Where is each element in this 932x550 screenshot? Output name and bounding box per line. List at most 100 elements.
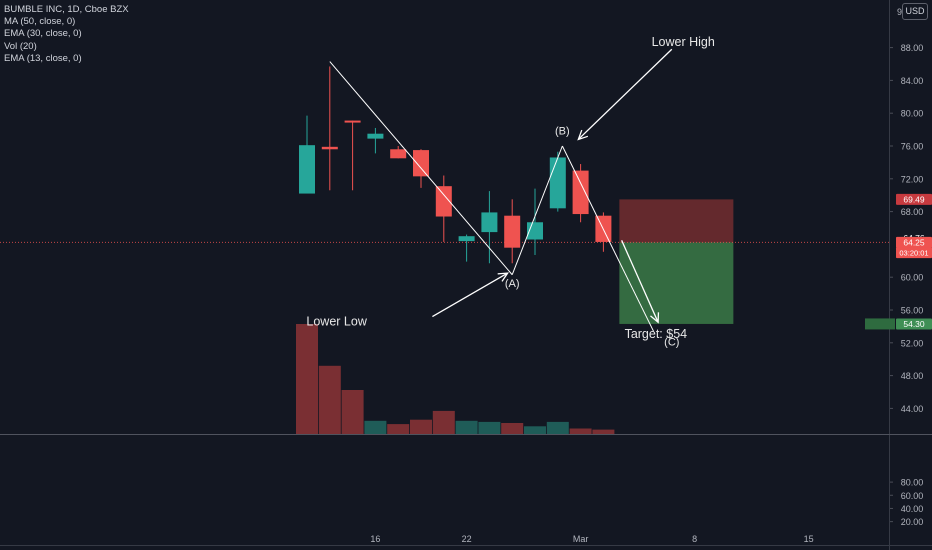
price-axis-label: 60.00 [901,273,924,283]
arrow-head [650,312,660,324]
time-axis-label: 8 [692,534,697,544]
candle [458,234,475,262]
wave-segment [511,145,563,275]
legend-ema30: EMA (30, close, 0) [4,28,82,40]
candle-body [413,150,429,177]
volume-bar [341,390,364,434]
annotation-label: (C) [664,336,679,348]
candle-body [299,145,315,194]
volume-bar [455,420,478,434]
volume-bar [432,410,455,434]
text-annotations: Lower High (B) (A) Lower Low Target: $54(C) [306,35,714,348]
annotation-label: (B) [555,126,570,138]
time-axis-label: 16 [370,534,380,544]
volume-axis-label: 20.00 [901,517,924,527]
candle-body [572,170,589,215]
price-axis-label: 9 [897,7,902,17]
arrow-head [577,129,589,141]
price-axis-label: 72.00 [901,174,924,184]
volume-bar [524,426,546,434]
wave-segment [329,61,513,276]
volume-bar [569,428,592,434]
stop-loss-zone [619,199,734,243]
candle-body [504,215,521,248]
volume-bar [364,420,387,434]
candle [344,120,361,191]
price-axis-label: 80.00 [901,109,924,119]
price-axis-label: 76.00 [901,142,924,152]
candle [390,146,407,159]
candle-body [481,212,498,233]
currency-button[interactable]: USD [902,3,928,20]
candle-body [435,186,452,217]
arrow-shaft [621,240,659,323]
price-badge-label: 03:20:01 [899,249,928,258]
price-badge-bg [896,318,932,330]
candle [481,191,498,264]
time-axis-label: Mar [573,534,589,544]
time-axis-label: 22 [462,534,472,544]
annotation-label: Lower High [652,35,715,49]
candle-body [321,146,338,150]
price-axis-label: 48.00 [901,371,924,381]
volume-bar [410,419,432,434]
arrow-head [497,272,509,282]
volume-bar [546,421,569,434]
legend-ema13: EMA (13, close, 0) [4,52,82,64]
price-badge-bg [865,318,895,330]
candle [572,164,589,223]
price-badge-bg [896,193,932,205]
price-badge-label: 69.49 [903,194,925,204]
volume-axis-label: 60.00 [901,491,924,501]
arrow-shaft [577,48,673,140]
candle [321,66,338,191]
volume-bar [318,365,341,434]
annotation-label: Lower Low [306,315,367,329]
volume-axis-label: 80.00 [901,478,924,488]
candle-body [367,133,384,139]
time-axis: 16 22 Mar 8 15 [370,534,813,544]
price-badge-label: 64.25 [903,237,925,247]
candle [435,175,452,242]
price-badge-bg [896,247,932,259]
candle-body [344,120,361,123]
legend-ma: MA (50, close, 0) [4,16,76,28]
candle [299,115,315,194]
candle-body [458,236,475,242]
price-axis-label: 44.00 [901,404,924,414]
price-badge-label: 54.30 [903,319,925,329]
wave-segment [561,145,655,332]
annotation-label: (A) [505,278,520,290]
price-badge-bg [896,236,932,248]
volume-bar [478,421,501,434]
price-axis-label: 68.00 [901,207,924,217]
time-axis-label: 15 [804,534,814,544]
price-axis-label: 88.00 [901,43,924,53]
volume-bar [387,424,410,434]
volume-bar [296,324,318,434]
candle [504,199,521,264]
legend-title: BUMBLE INC, 1D, Cboe BZX [4,4,129,15]
chart-legend: BUMBLE INC, 1D, Cboe BZX MA (50, close, … [4,4,129,65]
volume-bar [592,429,615,434]
price-axis-label: 52.00 [901,338,924,348]
annotation-label: Target: $54 [625,327,688,341]
annotation-arrows [432,48,673,324]
candle [549,151,566,212]
arrow-shaft [432,272,508,318]
price-axis-label: 84.00 [901,76,924,86]
target-zone [619,242,734,324]
volume-bar [501,423,524,434]
candle-body [390,149,407,159]
legend-vol: Vol (20) [4,40,37,52]
candle-body [549,157,566,209]
wave-drawing [329,61,655,332]
volume-axis-label: 40.00 [901,504,924,514]
volume-bars [296,324,615,434]
price-axis-label: 56.00 [901,306,924,316]
candle [367,127,384,154]
price-axis: 88.00 84.00 80.00 76.00 72.00 68.00 60.00 56.00… [889,7,923,414]
